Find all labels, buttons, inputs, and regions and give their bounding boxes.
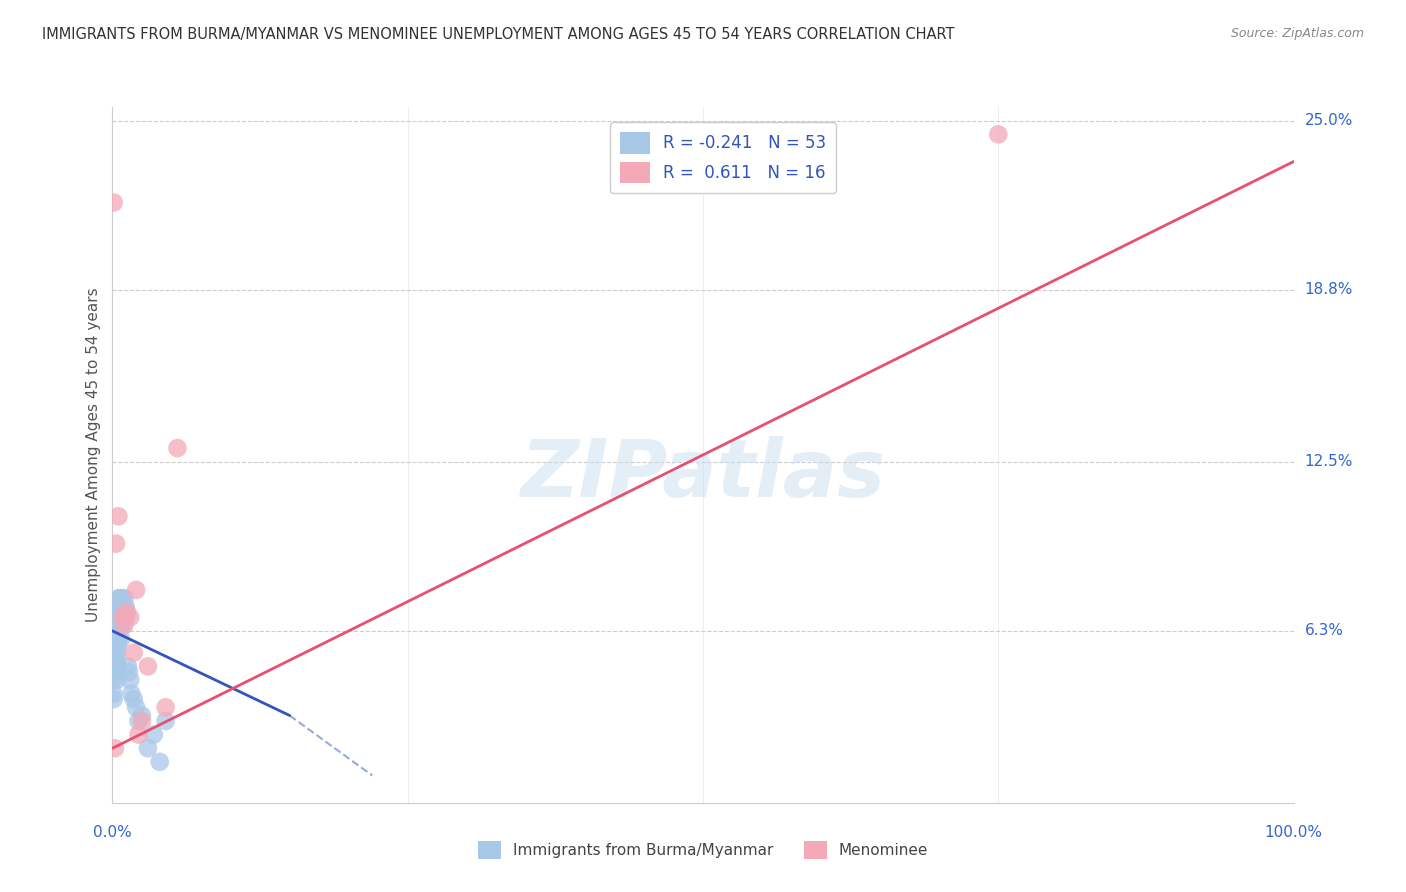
Point [103, 195, 125, 210]
Point [125, 582, 148, 597]
Point [110, 632, 132, 646]
Point [127, 714, 149, 728]
Point [104, 741, 127, 756]
Point [120, 687, 142, 701]
Point [112, 591, 135, 606]
Point [108, 610, 131, 624]
Point [101, 673, 124, 687]
Point [105, 536, 128, 550]
Point [120, 610, 142, 624]
Point [105, 665, 128, 679]
Point [112, 618, 135, 632]
Point [108, 605, 131, 619]
Legend: Immigrants from Burma/Myanmar, Menominee: Immigrants from Burma/Myanmar, Menominee [471, 835, 935, 864]
Point [105, 646, 128, 660]
Point [104, 610, 127, 624]
Text: 25.0%: 25.0% [1305, 113, 1353, 128]
Text: 6.3%: 6.3% [1305, 624, 1344, 639]
Point [115, 610, 138, 624]
Text: 18.8%: 18.8% [1305, 283, 1353, 297]
Point [103, 687, 125, 701]
Point [108, 610, 131, 624]
Point [110, 610, 132, 624]
Point [103, 632, 125, 646]
Point [112, 618, 135, 632]
Point [107, 509, 129, 524]
Point [155, 700, 177, 714]
Point [142, 728, 165, 742]
Point [136, 741, 159, 756]
Point [111, 610, 134, 624]
Point [149, 755, 172, 769]
Point [105, 673, 128, 687]
Point [105, 654, 128, 668]
Point [107, 638, 129, 652]
Point [107, 591, 129, 606]
Point [111, 591, 134, 606]
Point [118, 665, 141, 679]
Point [117, 659, 139, 673]
Text: IMMIGRANTS FROM BURMA/MYANMAR VS MENOMINEE UNEMPLOYMENT AMONG AGES 45 TO 54 YEAR: IMMIGRANTS FROM BURMA/MYANMAR VS MENOMIN… [42, 27, 955, 42]
Point [108, 591, 131, 606]
Point [120, 673, 142, 687]
Text: Source: ZipAtlas.com: Source: ZipAtlas.com [1230, 27, 1364, 40]
Point [105, 659, 128, 673]
Point [115, 605, 138, 619]
Point [987, 128, 1010, 142]
Point [107, 659, 129, 673]
Point [131, 708, 153, 723]
Point [131, 714, 153, 728]
Point [125, 700, 148, 714]
Point [115, 605, 138, 619]
Point [103, 638, 125, 652]
Point [104, 618, 127, 632]
Point [104, 605, 127, 619]
Y-axis label: Unemployment Among Ages 45 to 54 years: Unemployment Among Ages 45 to 54 years [86, 287, 101, 623]
Point [111, 605, 134, 619]
Point [103, 626, 125, 640]
Point [104, 654, 127, 668]
Point [101, 646, 124, 660]
Point [103, 692, 125, 706]
Text: 100.0%: 100.0% [1264, 824, 1323, 839]
Point [122, 692, 145, 706]
Point [155, 714, 177, 728]
Point [136, 659, 159, 673]
Text: 0.0%: 0.0% [93, 824, 132, 839]
Point [114, 610, 136, 624]
Point [110, 599, 132, 614]
Point [112, 610, 135, 624]
Point [114, 599, 136, 614]
Point [108, 618, 131, 632]
Point [122, 646, 145, 660]
Point [107, 599, 129, 614]
Point [166, 441, 188, 455]
Text: ZIPatlas: ZIPatlas [520, 436, 886, 515]
Point [104, 646, 127, 660]
Point [127, 728, 149, 742]
Point [103, 638, 125, 652]
Point [110, 618, 132, 632]
Text: 12.5%: 12.5% [1305, 454, 1353, 469]
Point [107, 632, 129, 646]
